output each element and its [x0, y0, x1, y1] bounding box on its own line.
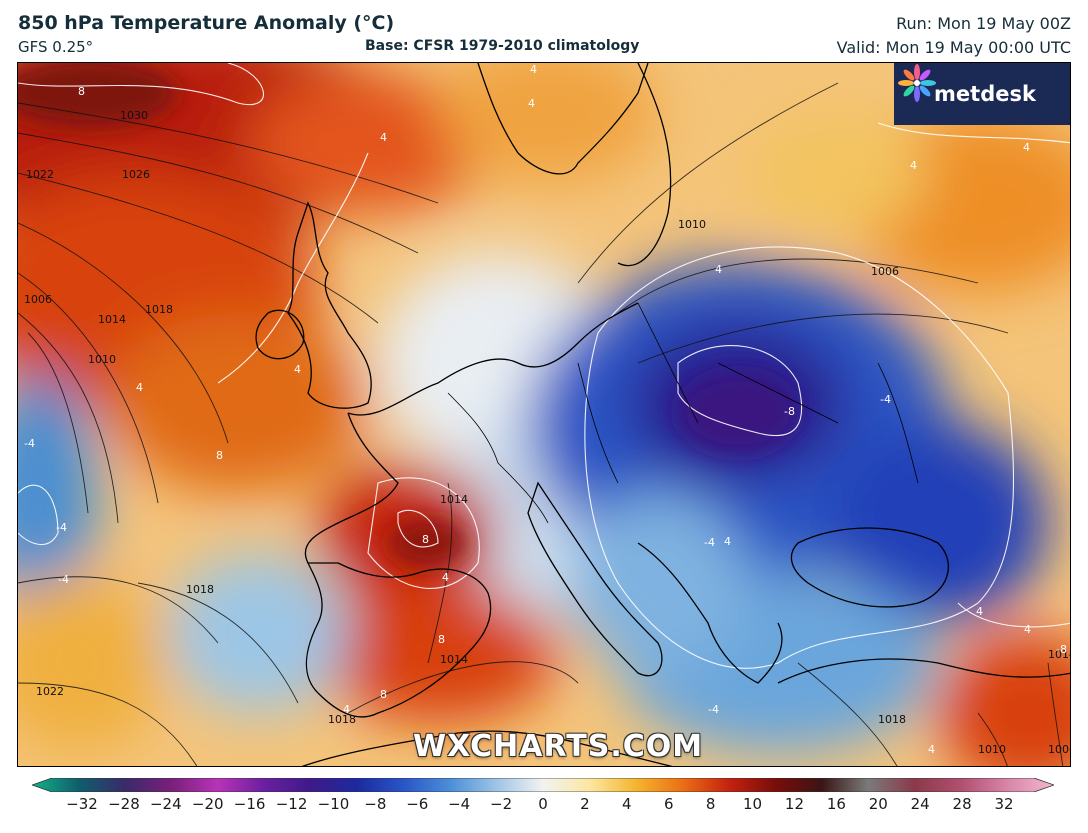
anomaly-label: -4 — [24, 437, 35, 450]
isobar-label: 1030 — [120, 109, 148, 122]
anomaly-label: 8 — [78, 85, 85, 98]
colorbar-tick-label: −8 — [364, 795, 386, 813]
isobar-label: 1006 — [24, 293, 52, 306]
isobar-label: 1018 — [186, 583, 214, 596]
isobar-label: 1010 — [88, 353, 116, 366]
colorbar-tick-label: −32 — [66, 795, 98, 813]
anomaly-label: 4 — [528, 97, 535, 110]
anomaly-label: 4 — [1023, 141, 1030, 154]
isobar-label: 1014 — [440, 493, 468, 506]
colorbar-tick-label: 8 — [706, 795, 716, 813]
colorbar-tick-label: 16 — [827, 795, 846, 813]
colorbar-tick-label: 6 — [664, 795, 674, 813]
anomaly-label: -4 — [880, 393, 891, 406]
colorbar-graphic — [32, 778, 1054, 792]
colorbar-tick-label: −10 — [318, 795, 350, 813]
isobar-label: 1014 — [440, 653, 468, 666]
chart-title: 850 hPa Temperature Anomaly (°C) — [18, 12, 394, 34]
colorbar — [32, 777, 1054, 791]
colorbar-tick-label: 12 — [785, 795, 804, 813]
anomaly-label: 4 — [976, 605, 983, 618]
colorbar-tick-label: −6 — [406, 795, 428, 813]
watermark: WXCHARTS.COM — [413, 729, 703, 764]
metdesk-flower-icon — [894, 63, 940, 103]
anomaly-label: -4 — [56, 521, 67, 534]
colorbar-tick-label: 4 — [622, 795, 632, 813]
anomaly-label: 4 — [442, 571, 449, 584]
isobar-label: 1006 — [871, 265, 899, 278]
colorbar-tick-label: −24 — [150, 795, 182, 813]
valid-time-label: Valid: Mon 19 May 00:00 UTC — [837, 38, 1071, 57]
anomaly-label: -4 — [704, 536, 715, 549]
colorbar-tick-label: 20 — [869, 795, 888, 813]
isobar-label: 1022 — [26, 168, 54, 181]
colorbar-tick-label: −12 — [276, 795, 308, 813]
colorbar-tick-label: −28 — [108, 795, 140, 813]
isobar-label: 1018 — [328, 713, 356, 726]
isobar-label: 1018 — [878, 713, 906, 726]
anomaly-label: 8 — [380, 688, 387, 701]
isobar-label: 1010 — [678, 218, 706, 231]
anomaly-label: 8 — [438, 633, 445, 646]
anomaly-label: 4 — [530, 63, 537, 76]
isobar-label: 1026 — [122, 168, 150, 181]
anomaly-label: 4 — [136, 381, 143, 394]
anomaly-label: 4 — [380, 131, 387, 144]
isobar-label: 1018 — [145, 303, 173, 316]
logo-text: metdesk — [934, 82, 1036, 106]
anomaly-label: 4 — [343, 703, 350, 716]
run-time-label: Run: Mon 19 May 00Z — [896, 14, 1071, 33]
colorbar-tick-label: −20 — [192, 795, 224, 813]
colorbar-tick-label: −2 — [490, 795, 512, 813]
anomaly-label: -4 — [708, 703, 719, 716]
anomaly-label: -4 — [58, 573, 69, 586]
isobar-label: 1010 — [978, 743, 1006, 756]
anomaly-label: 4 — [1024, 623, 1031, 636]
colorbar-tick-label: −4 — [448, 795, 470, 813]
colorbar-tick-label: 0 — [538, 795, 548, 813]
colorbar-tick-label: 24 — [911, 795, 930, 813]
anomaly-label: 4 — [724, 535, 731, 548]
anomaly-label: 4 — [294, 363, 301, 376]
anomaly-label: 8 — [422, 533, 429, 546]
colorbar-tick-label: 2 — [580, 795, 590, 813]
isobar-label: 1006 — [1048, 743, 1071, 756]
map-canvas: 1030 1026 1022 1018 1014 1010 1006 1006 … — [18, 63, 1071, 767]
isobar-label: 1014 — [98, 313, 126, 326]
colorbar-tick-row: −32 −28 −24 −20 −16 −12 −10 −8 −6 −4 −2 0 2 4 6 8 10 12 16… — [0, 795, 1088, 819]
anomaly-label: 8 — [216, 449, 223, 462]
anomaly-label: -8 — [1056, 643, 1067, 656]
anomaly-map[interactable]: 1030 1026 1022 1018 1014 1010 1006 1006 … — [17, 62, 1071, 767]
anomaly-label: 4 — [928, 743, 935, 756]
anomaly-label: 4 — [910, 159, 917, 172]
isobar-label: 1022 — [36, 685, 64, 698]
colorbar-tick-label: 32 — [994, 795, 1013, 813]
anomaly-label: 4 — [715, 263, 722, 276]
metdesk-logo: metdesk — [894, 63, 1070, 125]
colorbar-tick-label: 28 — [953, 795, 972, 813]
model-label: GFS 0.25° — [18, 38, 93, 56]
colorbar-tick-label: −16 — [234, 795, 266, 813]
base-climatology-label: Base: CFSR 1979-2010 climatology — [365, 38, 639, 54]
colorbar-tick-label: 10 — [743, 795, 762, 813]
anomaly-label: -8 — [784, 405, 795, 418]
